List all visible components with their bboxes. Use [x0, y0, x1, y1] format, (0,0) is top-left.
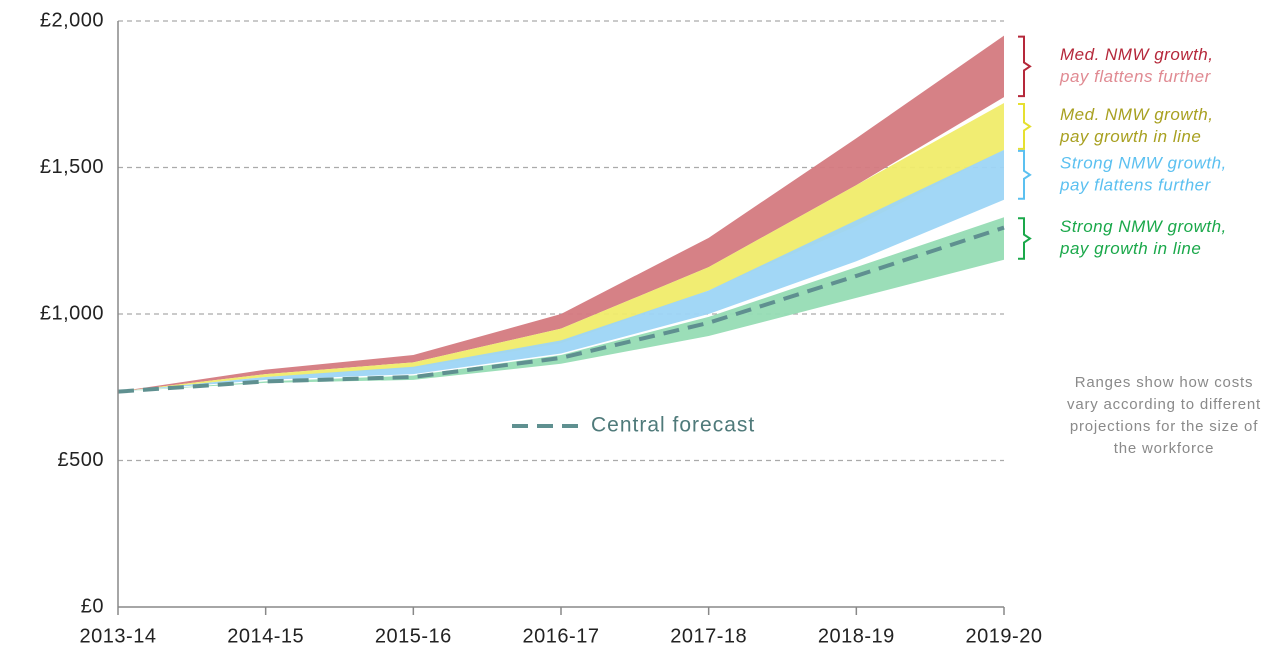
y-tick-label: £500 — [58, 449, 105, 471]
legend-label: pay flattens further — [1059, 175, 1212, 194]
legend-label: Med. NMW growth, — [1060, 45, 1213, 64]
x-tick-label: 2018-19 — [818, 625, 895, 647]
y-tick-label: £1,500 — [40, 156, 104, 178]
x-tick-label: 2017-18 — [670, 625, 747, 647]
legend-label: pay growth in line — [1059, 239, 1201, 258]
central-line — [117, 225, 1005, 394]
range-band — [118, 149, 1004, 392]
x-tick-label: 2015-16 — [375, 625, 452, 647]
annotation: Ranges show how costs vary according to … — [1067, 374, 1261, 457]
y-tick-label: £2,000 — [40, 9, 104, 31]
range-band — [118, 217, 1004, 392]
legend-label: Strong NMW growth, — [1060, 217, 1227, 236]
legend-bracket — [1018, 217, 1032, 260]
legend-label: pay flattens further — [1059, 67, 1212, 86]
legend-bracket — [1018, 103, 1032, 150]
legend-label: Med. NMW growth, — [1060, 105, 1213, 124]
legend-bracket — [1018, 149, 1032, 200]
range-band — [118, 103, 1004, 392]
legend-bracket — [1018, 35, 1032, 98]
y-tick-label: £1,000 — [40, 302, 104, 324]
x-tick-label: 2016-17 — [523, 625, 600, 647]
x-tick-label: 2019-20 — [966, 625, 1043, 647]
legend-label: pay growth in line — [1059, 127, 1201, 146]
legend-label: Central forecast — [591, 414, 755, 437]
x-tick-label: 2014-15 — [227, 625, 304, 647]
range-band — [118, 35, 1004, 392]
legend-label: Strong NMW growth, — [1060, 153, 1227, 172]
y-tick-label: £0 — [81, 595, 104, 617]
x-tick-label: 2013-14 — [80, 625, 157, 647]
